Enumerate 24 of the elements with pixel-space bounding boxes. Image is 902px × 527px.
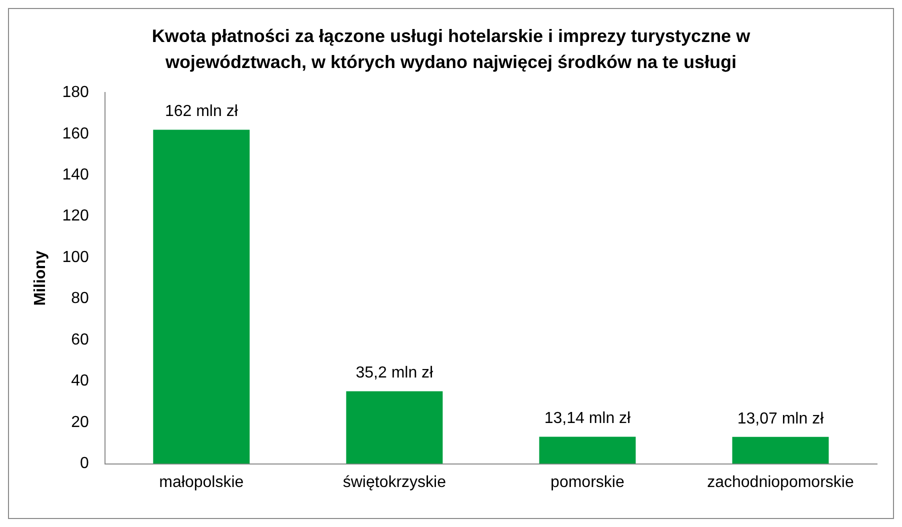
y-tick-label: 80 xyxy=(71,290,89,308)
y-tick-label: 160 xyxy=(62,125,89,142)
data-label: 13,14 mln zł xyxy=(544,410,632,428)
x-tick-label: pomorskie xyxy=(550,474,624,491)
y-axis-title: Miliony xyxy=(32,250,50,306)
bar xyxy=(153,130,250,464)
x-tick-label: małopolskie xyxy=(159,474,244,491)
bar xyxy=(346,391,443,464)
y-tick-label: 0 xyxy=(80,455,89,472)
chart-title: Kwota płatności za łączone usługi hotelarskie i imprezy turystyczne w województwach, w których wydano najwięcej środków na te usługi xyxy=(150,25,752,74)
y-tick-label: 140 xyxy=(62,166,89,184)
x-tick-label: świętokrzyskie xyxy=(342,474,446,491)
y-tick-label: 100 xyxy=(62,248,89,266)
y-tick-label: 60 xyxy=(71,331,89,348)
bar xyxy=(539,436,636,464)
y-tick-label: 20 xyxy=(71,414,89,431)
bar xyxy=(732,436,829,464)
data-label: 162 mln zł xyxy=(164,103,238,120)
y-tick-label: 120 xyxy=(62,208,89,225)
x-tick-label: zachodniopomorskie xyxy=(707,474,854,491)
y-tick-label: 40 xyxy=(71,372,89,390)
data-label: 13,07 mln zł xyxy=(737,410,824,428)
data-label: 35,2 mln zł xyxy=(356,364,434,382)
y-tick-label: 180 xyxy=(62,84,89,102)
